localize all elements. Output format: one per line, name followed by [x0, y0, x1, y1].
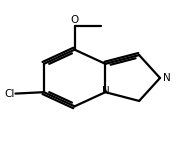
Text: Cl: Cl [4, 89, 14, 99]
Text: N: N [102, 86, 110, 96]
Text: N: N [163, 73, 171, 83]
Text: O: O [71, 15, 79, 25]
